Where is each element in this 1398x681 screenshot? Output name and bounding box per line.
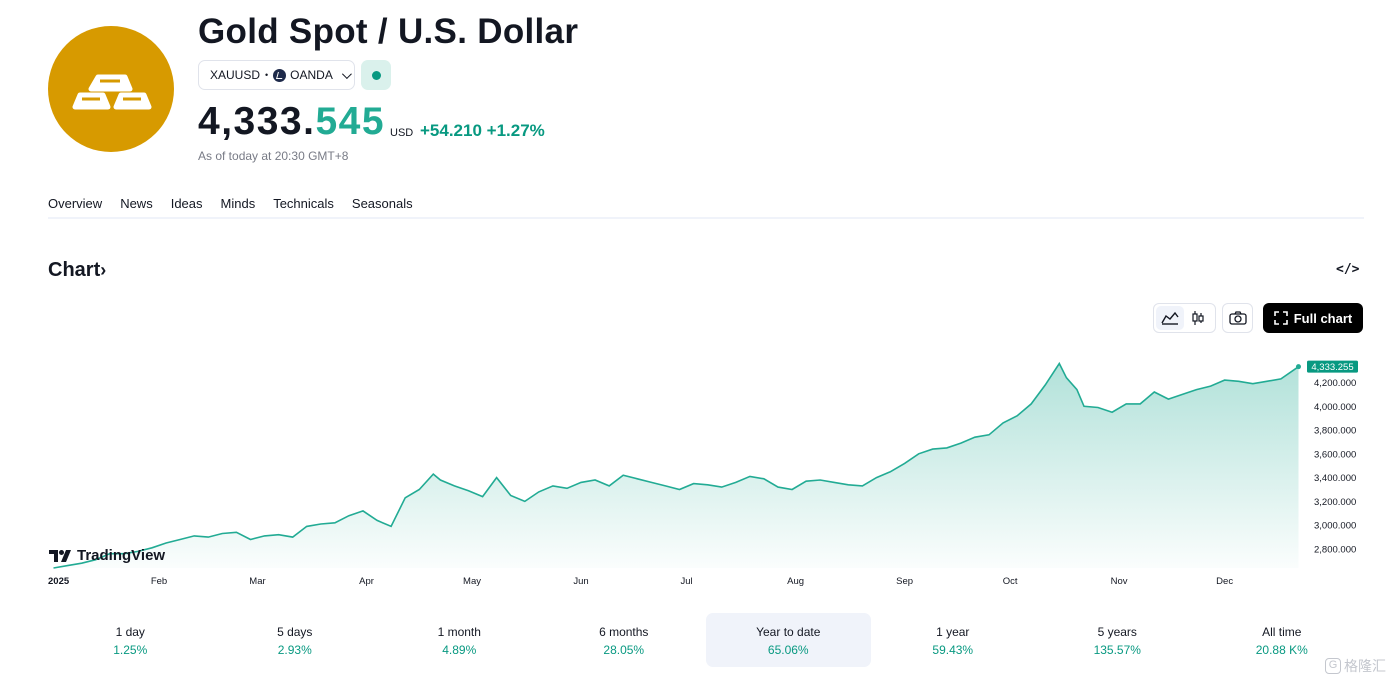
range-1-day[interactable]: 1 day 1.25%	[48, 613, 213, 667]
x-tick-label: Feb	[151, 576, 167, 587]
camera-icon	[1228, 311, 1247, 325]
area-chart-button[interactable]	[1156, 306, 1184, 330]
candles-chart-button[interactable]	[1184, 306, 1212, 330]
tab-technicals[interactable]: Technicals	[273, 196, 334, 211]
range-value: 20.88 K%	[1255, 643, 1308, 657]
price-line	[53, 361, 1299, 569]
chevron-down-icon	[341, 68, 352, 79]
range-value: 28.05%	[603, 643, 645, 657]
range-value: 135.57%	[1093, 643, 1141, 657]
section-tabs: Overview News Ideas Minds Technicals Sea…	[48, 196, 431, 219]
chart-type-toggle	[1153, 303, 1216, 333]
x-tick-label: Apr	[359, 576, 374, 587]
tab-news[interactable]: News	[120, 196, 153, 211]
currency-label: USD	[390, 127, 414, 139]
price-whole: 4,333.	[198, 100, 316, 143]
watermark-text: 格隆汇	[1344, 658, 1386, 674]
range-year-to-date[interactable]: Year to date 65.06%	[706, 613, 871, 667]
price-area	[53, 363, 1299, 568]
gold-bars-icon	[72, 74, 152, 110]
range-value: 65.06%	[767, 643, 809, 657]
exchange-label: OANDA	[290, 68, 333, 82]
tradingview-logo[interactable]: TradingView	[49, 547, 165, 564]
full-chart-label: Full chart	[1293, 310, 1353, 326]
tab-minds[interactable]: Minds	[220, 196, 256, 211]
x-tick-label: Jun	[573, 576, 588, 587]
range-5-years[interactable]: 5 years 135.57%	[1035, 613, 1200, 667]
x-tick-label: 2025	[48, 576, 70, 587]
y-tick-label: 3,600.000	[1314, 449, 1356, 460]
market-status-button[interactable]	[361, 60, 391, 90]
last-price-badge	[1307, 360, 1358, 373]
range-label: 6 months	[599, 625, 649, 639]
range-1-year[interactable]: 1 year 59.43%	[871, 613, 1036, 667]
x-tick-label: May	[463, 576, 481, 587]
last-price: 4,333.545	[198, 100, 385, 144]
tabs-divider	[48, 217, 1364, 219]
watermark-logo-icon: G	[1325, 658, 1341, 674]
chevron-right-icon: ›	[100, 260, 107, 280]
symbol-selector[interactable]: XAUUSD • OANDA	[198, 60, 355, 90]
range-value: 2.93%	[277, 643, 312, 657]
y-tick-label: 3,000.000	[1314, 521, 1356, 532]
y-tick-label: 3,800.000	[1314, 426, 1356, 437]
range-label: All time	[1262, 625, 1302, 639]
x-tick-label: Nov	[1111, 576, 1128, 587]
range-label: 1 day	[115, 625, 145, 639]
range-5-days[interactable]: 5 days 2.93%	[213, 613, 378, 667]
oanda-icon	[273, 68, 287, 82]
area-chart-icon	[1161, 311, 1179, 325]
chart-heading: Chart	[48, 259, 101, 281]
range-value: 1.25%	[113, 643, 148, 657]
snapshot-button[interactable]	[1222, 303, 1253, 333]
range-label: 5 days	[277, 625, 313, 639]
range-label: 5 years	[1097, 625, 1137, 639]
tab-seasonals[interactable]: Seasonals	[351, 196, 413, 211]
x-tick-label: Mar	[249, 576, 265, 587]
tab-overview[interactable]: Overview	[48, 196, 103, 219]
last-price-point	[1295, 364, 1301, 370]
range-all-time[interactable]: All time 20.88 K%	[1200, 613, 1365, 667]
tradingview-label: TradingView	[77, 547, 166, 564]
fullscreen-icon	[1273, 311, 1288, 325]
tradingview-icon	[49, 549, 71, 562]
range-label: 1 year	[936, 625, 970, 639]
range-label: Year to date	[756, 625, 821, 639]
range-value: 59.43%	[932, 643, 974, 657]
embed-code-icon[interactable]: </>	[1336, 262, 1360, 277]
x-tick-label: Sep	[896, 576, 913, 587]
performance-ranges: 1 day 1.25% 5 days 2.93% 1 month 4.89% 6…	[48, 613, 1364, 667]
symbol-label: XAUUSD	[210, 68, 261, 82]
y-tick-label: 3,200.000	[1314, 497, 1356, 508]
x-tick-label: Aug	[787, 576, 804, 587]
x-tick-label: Jul	[680, 576, 692, 587]
as-of-timestamp: As of today at 20:30 GMT+8	[198, 149, 349, 163]
y-tick-label: 4,200.000	[1314, 378, 1356, 389]
range-1-month[interactable]: 1 month 4.89%	[377, 613, 542, 667]
price-change: +54.210 +1.27%	[420, 121, 545, 140]
range-value: 4.89%	[442, 643, 477, 657]
watermark: G 格隆汇	[1325, 656, 1386, 676]
price-chart[interactable]: 4,200.000 4,000.000 3,800.000 3,600.000 3,40…	[0, 340, 1398, 592]
y-tick-label: 2,800.000	[1314, 544, 1356, 555]
candlestick-icon	[1192, 311, 1204, 325]
x-tick-label: Oct	[1003, 576, 1018, 587]
range-label: 1 month	[437, 625, 481, 639]
chart-heading-link[interactable]: Chart›	[48, 259, 106, 282]
y-tick-label: 4,000.000	[1314, 402, 1356, 413]
price-fraction: 545	[315, 100, 386, 143]
range-6-months[interactable]: 6 months 28.05%	[542, 613, 707, 667]
last-price-badge-text: 4,333.255	[1311, 362, 1353, 373]
separator-dot: •	[265, 70, 269, 80]
gold-bars-logo	[48, 26, 174, 152]
full-chart-button[interactable]: Full chart	[1263, 303, 1363, 333]
page-title: Gold Spot / U.S. Dollar	[198, 12, 579, 51]
market-open-dot-icon	[371, 70, 381, 80]
tab-ideas[interactable]: Ideas	[170, 196, 203, 211]
x-tick-label: Dec	[1216, 576, 1233, 587]
y-tick-label: 3,400.000	[1314, 473, 1356, 484]
